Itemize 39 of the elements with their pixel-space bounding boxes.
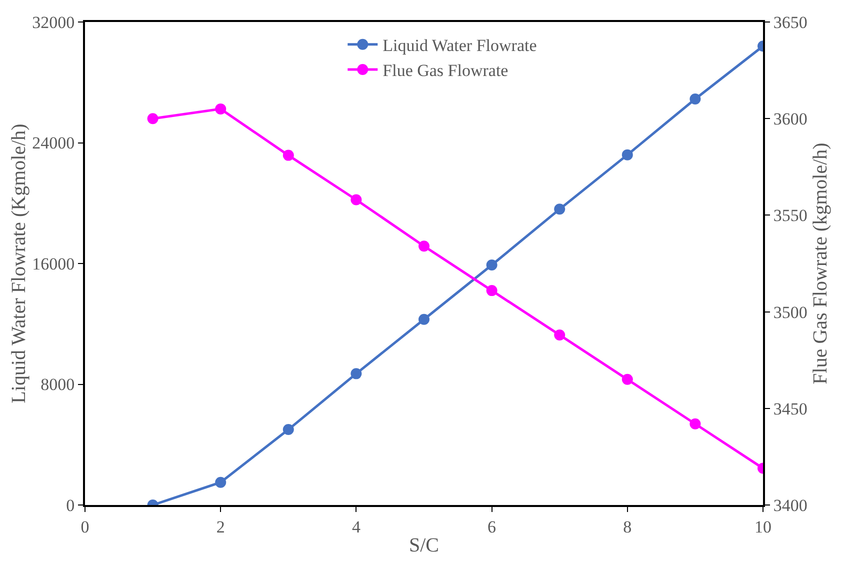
y-tick-label: 8000 bbox=[40, 375, 75, 394]
point bbox=[486, 285, 498, 296]
legend-label: Flue Gas Flowrate bbox=[382, 61, 508, 80]
point bbox=[622, 374, 633, 385]
y-tick-label: 16000 bbox=[32, 254, 75, 274]
y-tick-label: 0 bbox=[66, 496, 75, 515]
x-tick-label: 2 bbox=[216, 517, 225, 536]
legend-label: Liquid Water Flowrate bbox=[382, 36, 537, 56]
y2-tick-label: 3400 bbox=[773, 496, 808, 515]
point bbox=[215, 476, 226, 488]
y-tick-label: 24000 bbox=[32, 134, 75, 153]
x-tick-label: 10 bbox=[754, 517, 772, 536]
x-axis-title: S/C bbox=[408, 534, 440, 556]
point bbox=[554, 329, 566, 340]
y2-axis-title: Flue Gas Flowrate (kgmole/h) bbox=[809, 142, 832, 384]
x-tick-label: 4 bbox=[352, 517, 361, 536]
y-tick-label: 32000 bbox=[32, 12, 75, 32]
point bbox=[622, 149, 633, 160]
y-axis-title: Liquid Water Flowrate (Kgmole/h) bbox=[8, 124, 30, 404]
y2-tick-label: 3450 bbox=[773, 399, 808, 418]
point bbox=[350, 194, 362, 206]
x-tick-label: 8 bbox=[623, 517, 632, 536]
y2-tick-label: 3550 bbox=[773, 206, 808, 226]
point bbox=[486, 260, 498, 271]
point bbox=[690, 418, 701, 430]
point bbox=[282, 424, 294, 436]
x-tick-label: 0 bbox=[80, 517, 90, 536]
y2-tick-label: 3500 bbox=[773, 302, 808, 322]
point bbox=[215, 103, 226, 114]
point bbox=[690, 93, 701, 104]
point bbox=[350, 368, 362, 380]
point bbox=[282, 150, 294, 161]
y2-tick-label: 3650 bbox=[773, 12, 808, 32]
point bbox=[147, 113, 158, 124]
x-tick-label: 6 bbox=[488, 517, 496, 536]
point bbox=[418, 314, 430, 325]
y2-tick-label: 3600 bbox=[773, 110, 808, 129]
point bbox=[554, 204, 566, 215]
point bbox=[418, 240, 430, 252]
